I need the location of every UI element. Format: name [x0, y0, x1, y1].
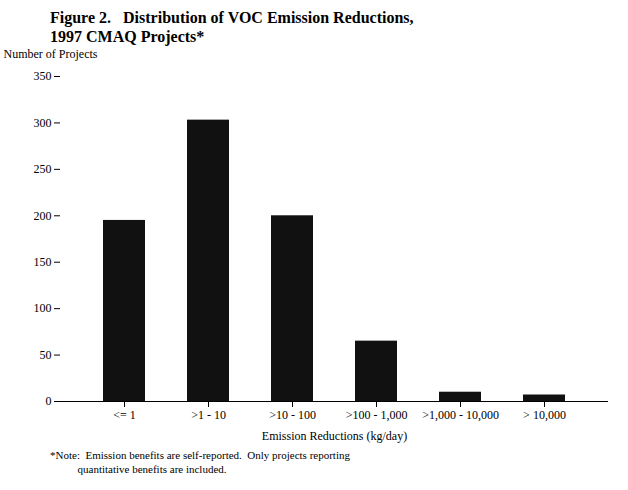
svg-text:250: 250 [34, 162, 52, 176]
svg-text:>100 - 1,000: >100 - 1,000 [346, 408, 408, 422]
svg-text:150: 150 [34, 255, 52, 269]
svg-text:>1 - 10: >1 - 10 [191, 408, 226, 422]
svg-text:0: 0 [46, 394, 52, 408]
svg-text:300: 300 [34, 116, 52, 130]
svg-text:> 10,000: > 10,000 [523, 408, 566, 422]
svg-text:>10 - 100: >10 - 100 [269, 408, 316, 422]
svg-text:>1,000 - 10,000: >1,000 - 10,000 [422, 408, 499, 422]
svg-text:Number of Projects: Number of Projects [4, 47, 98, 61]
html-text:*Note: Emission benefits are s: *Note: Emission benefits are self-report… [50, 449, 350, 475]
svg-text:<= 1: <= 1 [113, 408, 136, 422]
svg-text:100: 100 [34, 301, 52, 315]
html-text:Figure 2. Distribution of VOC: Figure 2. Distribution of VOC Emission R… [50, 9, 414, 45]
svg-text:350: 350 [34, 69, 52, 83]
svg-text:200: 200 [34, 209, 52, 223]
svg-text:50: 50 [40, 348, 52, 362]
svg-text:Emission Reductions (kg/day): Emission Reductions (kg/day) [262, 429, 407, 443]
